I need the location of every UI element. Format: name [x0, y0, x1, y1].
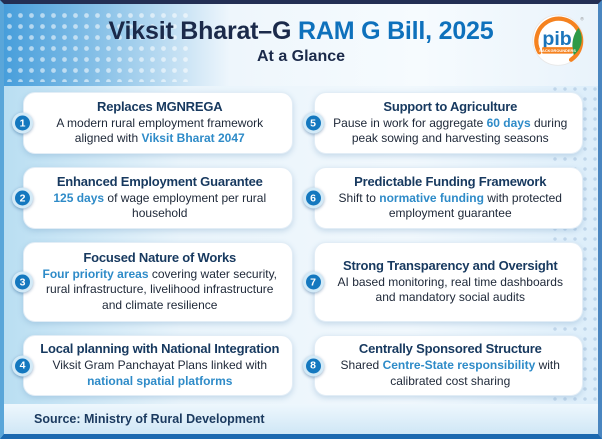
card-body: 125 days of wage employment per rural ho… [40, 191, 280, 222]
card-body-text: A modern rural employment framework alig… [56, 115, 264, 146]
card-body-highlight: Four priority areas [42, 267, 149, 282]
header: Viksit Bharat–G RAM G Bill, 2025 At a Gl… [4, 4, 598, 86]
card-title: Local planning with National Integration [40, 341, 280, 357]
card-title: Centrally Sponsored Structure [358, 341, 542, 357]
card-body-text: with protected employment guarantee [388, 190, 562, 221]
info-card: 4 Local planning with National Integrati… [12, 335, 293, 396]
card-body-text: Viksit Gram Panchayat Plans linked with [52, 358, 268, 373]
card-body-text: Shared [340, 358, 383, 373]
card-body: AI based monitoring, real time dashboard… [331, 275, 571, 306]
card-title: Enhanced Employment Guarantee [56, 173, 263, 189]
svg-text:pib: pib [542, 28, 571, 50]
pib-logo: pib BACKGROUNDERS ® [530, 11, 586, 73]
card-body-text: Pause in work for aggregate [333, 115, 487, 130]
card-number-badge: 6 [302, 187, 324, 209]
header-text: Viksit Bharat–G RAM G Bill, 2025 At a Gl… [4, 4, 598, 66]
card-body: Pause in work for aggregate 60 days duri… [331, 116, 571, 147]
card-body-highlight: national spatial platforms [87, 373, 233, 388]
info-card: 7 Strong Transparency and Oversight AI b… [302, 242, 583, 322]
card-title: Focused Nature of Works [83, 249, 237, 265]
page-title-part1: Viksit Bharat–G [108, 17, 292, 45]
page-title-part2: RAM G Bill, 2025 [291, 17, 494, 45]
card-title: Replaces MGNREGA [97, 98, 223, 114]
info-card: 3 Focused Nature of Works Four priority … [12, 242, 293, 322]
pib-logo-icon: pib BACKGROUNDERS ® [532, 14, 584, 66]
card-number-badge: 2 [12, 187, 33, 209]
card-body-text: covering water security, rural infrastru… [46, 267, 278, 312]
card-number-badge: 5 [302, 112, 324, 134]
card-body-text: AI based monitoring, real time dashboard… [337, 274, 563, 305]
card-title: Strong Transparency and Oversight [343, 257, 558, 273]
info-card: 1 Replaces MGNREGA A modern rural employ… [12, 92, 293, 154]
dot-pattern-left [4, 10, 189, 82]
card-body: Shift to normative funding with protecte… [331, 191, 571, 222]
info-card: 2 Enhanced Employment Guarantee 125 days… [12, 167, 293, 229]
card-body: Viksit Gram Panchayat Plans linked with … [40, 358, 280, 389]
card-body: Shared Centre-State responsibility with … [331, 358, 571, 389]
pib-banner-text: BACKGROUNDERS [539, 48, 576, 53]
card-number-badge: 4 [12, 355, 33, 376]
cards-grid: 1 Replaces MGNREGA A modern rural employ… [4, 86, 598, 404]
card-title: Support to Agriculture [383, 98, 518, 114]
card-number-badge: 1 [12, 112, 33, 134]
card-body-text: during peak sowing and harvesting season… [351, 115, 568, 146]
card-title: Predictable Funding Framework [354, 173, 547, 189]
page-title: Viksit Bharat–G RAM G Bill, 2025 [4, 17, 598, 46]
card-body-highlight: 60 days [486, 115, 531, 130]
footer: Source: Ministry of Rural Development [4, 404, 598, 434]
card-body-text: Shift to [338, 190, 380, 205]
card-body-text: of wage employment per rural household [104, 190, 267, 221]
card-body-highlight: 125 days [53, 190, 105, 205]
card-body: Four priority areas covering water secur… [40, 267, 280, 313]
card-number-badge: 3 [12, 271, 33, 293]
card-body-highlight: normative funding [379, 190, 484, 205]
card-body-highlight: Centre-State responsibility [382, 358, 536, 373]
info-card: 6 Predictable Funding Framework Shift to… [302, 167, 583, 229]
card-number-badge: 7 [302, 271, 324, 293]
card-number-badge: 8 [302, 355, 324, 376]
card-body-text: with calibrated cost sharing [390, 358, 560, 388]
card-body-highlight: Viksit Bharat 2047 [141, 131, 245, 146]
info-card: 5 Support to Agriculture Pause in work f… [302, 92, 583, 154]
card-body: A modern rural employment framework alig… [40, 116, 280, 147]
info-card: 8 Centrally Sponsored Structure Shared C… [302, 335, 583, 396]
source-text: Source: Ministry of Rural Development [34, 412, 265, 426]
page-subtitle: At a Glance [256, 48, 346, 65]
svg-text:®: ® [580, 16, 584, 22]
